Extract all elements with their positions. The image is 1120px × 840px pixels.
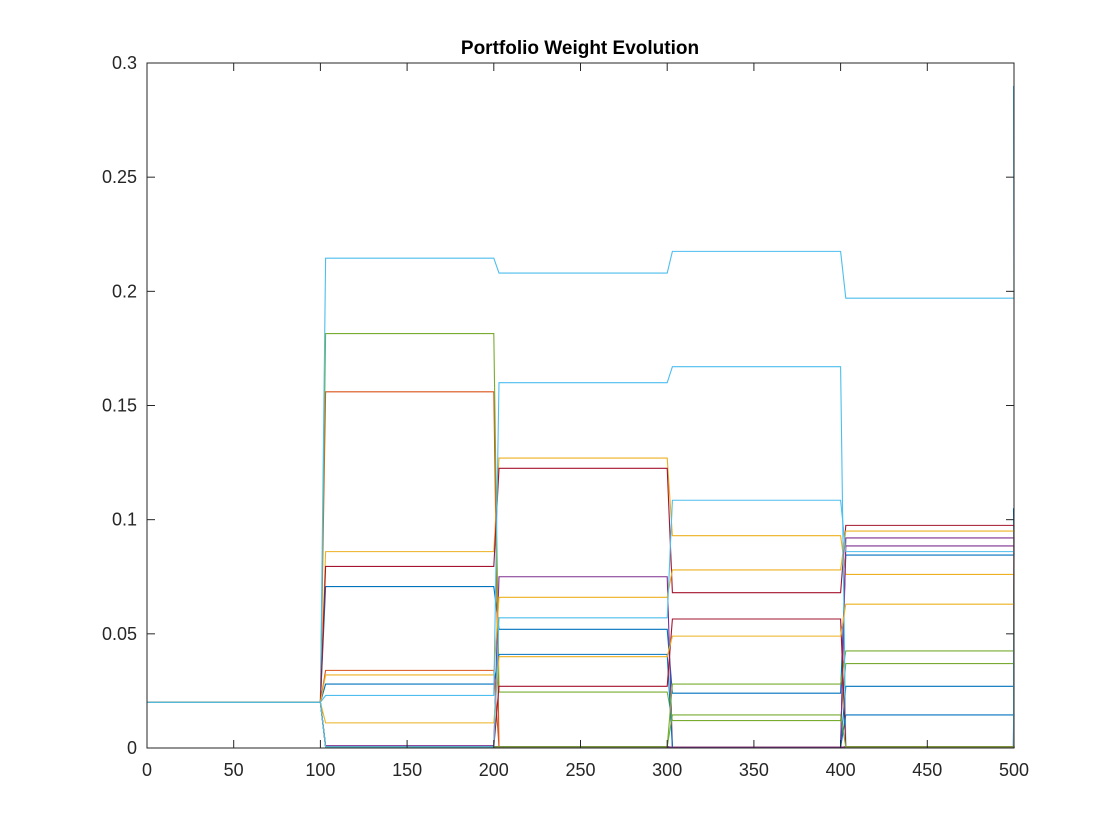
axes-layer [146, 62, 1015, 749]
series-line-14 [147, 618, 1015, 748]
x-tick-label: 0 [142, 760, 152, 780]
y-tick-label: 0.3 [112, 53, 137, 73]
series-line-6 [147, 85, 1015, 703]
y-tick-label: 0.2 [112, 281, 137, 301]
series-line-4 [147, 537, 1015, 748]
x-tick-label: 300 [652, 760, 682, 780]
series-line-2 [147, 391, 1015, 748]
x-tick-label: 500 [999, 760, 1029, 780]
x-tick-label: 450 [912, 760, 942, 780]
x-tick-label: 150 [392, 760, 422, 780]
series-line-7 [147, 467, 1015, 746]
series-line-1 [147, 508, 1015, 703]
y-tick-label: 0.15 [102, 396, 137, 416]
y-tick-label: 0.25 [102, 167, 137, 187]
y-tick-labels: 0 0.05 0.1 0.15 0.2 0.25 0.3 [102, 53, 137, 758]
y-tick-label: 0.1 [112, 510, 137, 530]
series-line-5 [147, 333, 1015, 746]
x-tick-label: 350 [739, 760, 769, 780]
x-tick-labels: 0 50 100 150 200 250 300 350 400 450 500 [142, 760, 1029, 780]
x-tick-label: 250 [565, 760, 595, 780]
series-line-8 [147, 653, 1015, 748]
series-line-13 [147, 366, 1015, 748]
y-tick-label: 0.05 [102, 624, 137, 644]
series-line-9 [147, 669, 1015, 748]
x-tick-label: 200 [479, 760, 509, 780]
plot-box [146, 62, 1015, 749]
series-line-11 [147, 545, 1015, 748]
series-line-17 [147, 603, 1015, 746]
chart-title: Portfolio Weight Evolution [461, 38, 699, 59]
x-tick-label: 100 [305, 760, 335, 780]
series-line-20 [147, 499, 1015, 748]
y-tick-label: 0 [127, 738, 137, 758]
series-layer [147, 85, 1015, 748]
x-tick-label: 50 [224, 760, 244, 780]
series-line-10 [147, 530, 1015, 746]
series-line-12 [147, 650, 1015, 748]
x-tick-label: 400 [826, 760, 856, 780]
